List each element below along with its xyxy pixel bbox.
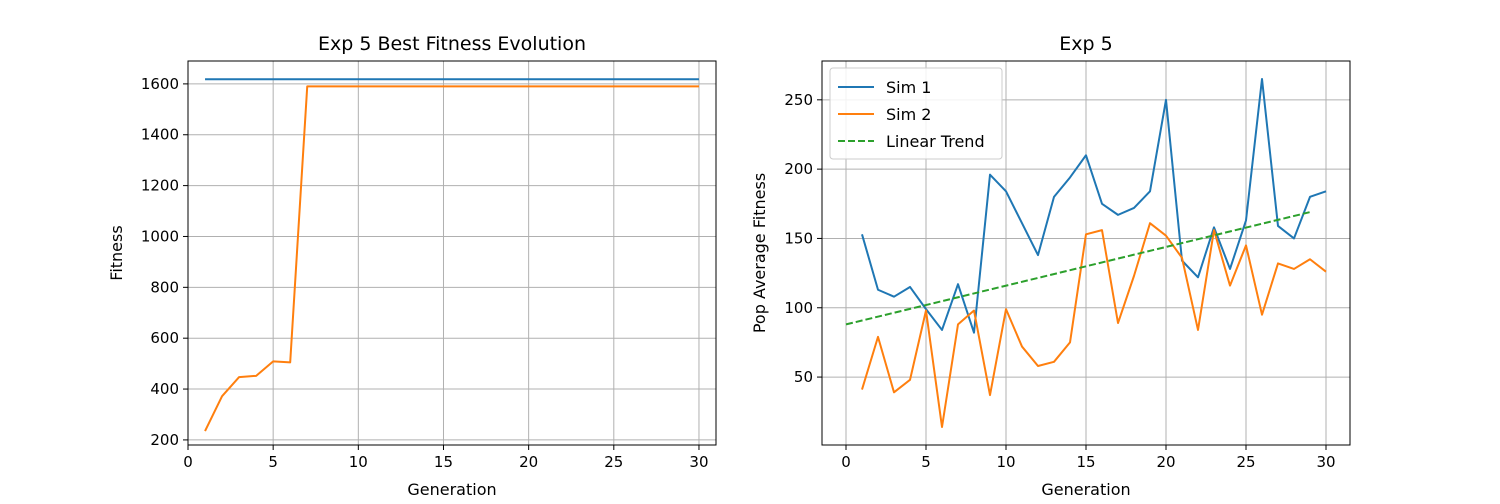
x-tick-label: 10 xyxy=(996,453,1015,471)
x-tick-label: 10 xyxy=(349,453,368,471)
y-tick-label: 250 xyxy=(784,91,813,109)
legend-label: Sim 2 xyxy=(886,105,931,124)
y-tick-label: 400 xyxy=(150,380,179,398)
best-fitness-series xyxy=(204,78,699,432)
y-tick-label: 600 xyxy=(150,329,179,347)
x-tick-label: 15 xyxy=(1076,453,1095,471)
x-tick-label: 0 xyxy=(183,453,193,471)
pop-average-y-label: Pop Average Fitness xyxy=(750,173,769,333)
x-tick-label: 30 xyxy=(1316,453,1335,471)
x-tick-label: 20 xyxy=(1156,453,1175,471)
x-tick-label: 5 xyxy=(921,453,931,471)
y-tick-label: 200 xyxy=(784,160,813,178)
pop-average-chart: 0 5 10 15 20 25 30 50 100 150 200 250 Sim 1 Sim 2 Lin… xyxy=(750,33,1351,499)
best-fitness-title: Exp 5 Best Fitness Evolution xyxy=(318,33,586,55)
pop-average-title: Exp 5 xyxy=(1059,33,1112,55)
y-tick-label: 200 xyxy=(150,431,179,449)
series-line-sim-2 xyxy=(861,222,1327,428)
series-line-sim-1 xyxy=(861,78,1327,334)
y-tick-label: 1400 xyxy=(141,126,179,144)
x-tick-label: 20 xyxy=(519,453,538,471)
y-tick-label: 1200 xyxy=(141,177,179,195)
y-tick-label: 150 xyxy=(784,229,813,247)
x-tick-label: 5 xyxy=(268,453,278,471)
best-fitness-ticks: 0 5 10 15 20 25 30 200 400 600 800 1000 1200 1400 1600 xyxy=(141,75,709,471)
pop-average-ticks: 0 5 10 15 20 25 30 50 100 150 200 250 xyxy=(784,91,1335,471)
y-tick-label: 50 xyxy=(794,368,813,386)
legend-box xyxy=(829,67,1003,160)
y-tick-label: 100 xyxy=(784,299,813,317)
x-tick-label: 30 xyxy=(689,453,708,471)
x-tick-label: 25 xyxy=(1236,453,1255,471)
best-fitness-chart: 0 5 10 15 20 25 30 200 400 600 800 1000 1200 1400 1600… xyxy=(107,33,717,499)
x-tick-label: 15 xyxy=(434,453,453,471)
pop-average-x-label: Generation xyxy=(1041,480,1130,499)
pop-average-series xyxy=(845,78,1327,428)
best-fitness-plot-frame xyxy=(187,60,717,446)
x-tick-label: 25 xyxy=(604,453,623,471)
y-tick-label: 1600 xyxy=(141,75,179,93)
y-tick-label: 1000 xyxy=(141,227,179,245)
x-tick-label: 0 xyxy=(841,453,851,471)
legend-label: Linear Trend xyxy=(886,132,985,151)
best-fitness-grid xyxy=(187,61,716,445)
pop-average-legend: Sim 1 Sim 2 Linear Trend xyxy=(829,67,1003,160)
legend-label: Sim 1 xyxy=(886,78,931,97)
series-line-series-2 xyxy=(204,85,699,432)
best-fitness-y-label: Fitness xyxy=(107,225,126,280)
best-fitness-x-label: Generation xyxy=(407,480,496,499)
y-tick-label: 800 xyxy=(150,278,179,296)
